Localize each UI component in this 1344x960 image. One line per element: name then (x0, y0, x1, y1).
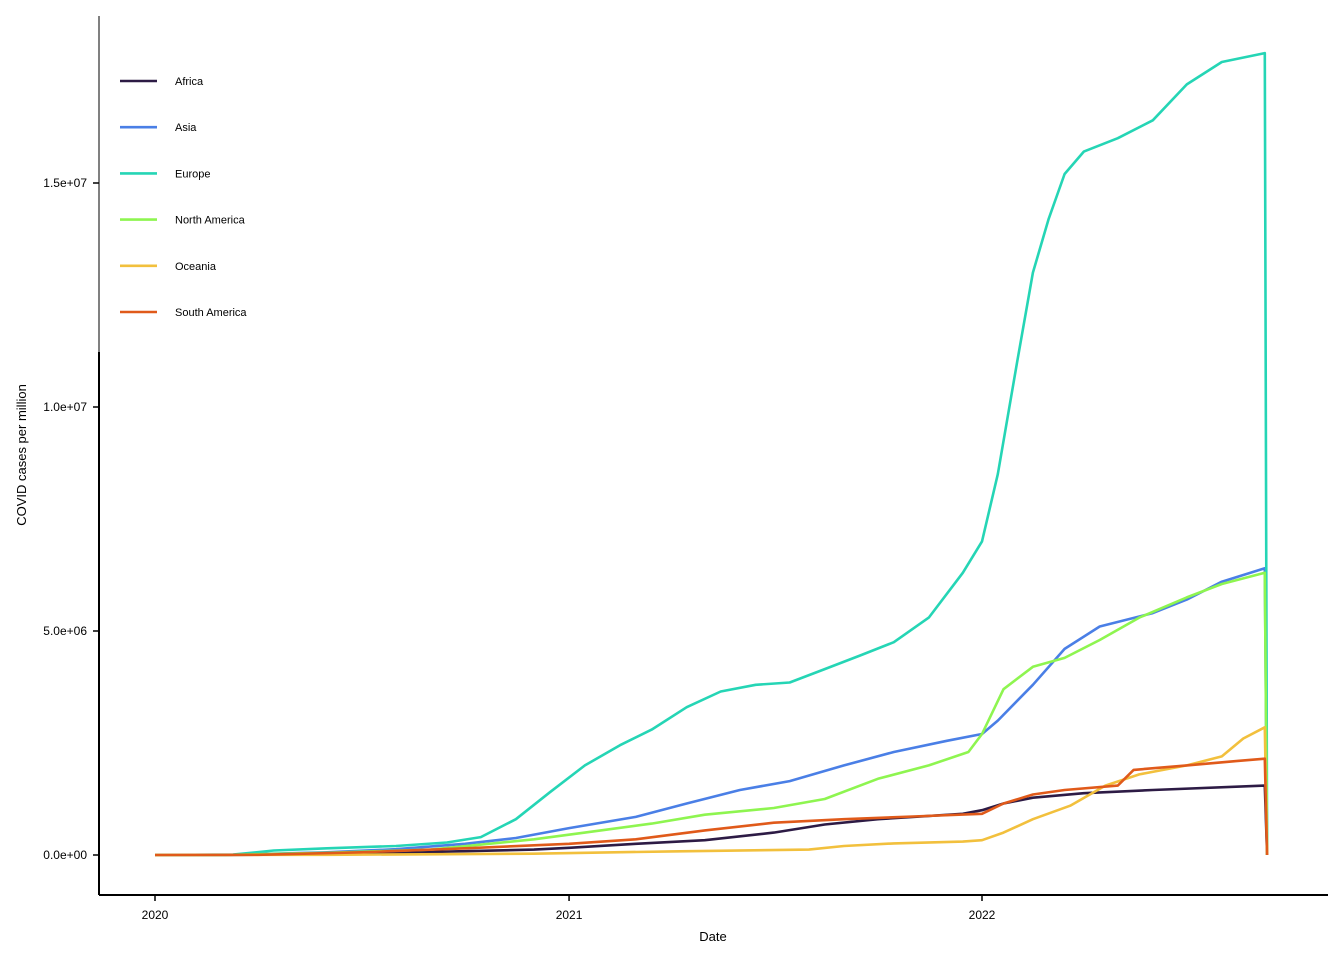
legend-label: South America (175, 307, 247, 319)
series-line-south-america (154, 757, 1269, 857)
y-tick-label: 5.0e+06 (43, 624, 87, 638)
x-tick-label: 2022 (969, 908, 996, 922)
x-tick-label: 2021 (556, 908, 583, 922)
legend-label: Europe (175, 168, 210, 180)
legend: Africa Asia Europe North America Oceania Sout… (120, 76, 247, 319)
x-axis-ticks: 2020 2021 2022 (142, 895, 996, 922)
y-tick-label: 1.0e+07 (43, 400, 87, 414)
legend-label: North America (175, 215, 246, 227)
series-line-oceania (154, 726, 1269, 857)
legend-background (100, 40, 290, 350)
y-axis-title: COVID cases per million (14, 384, 29, 526)
x-axis-title: Date (699, 929, 726, 944)
y-tick-label: 0.0e+00 (43, 848, 87, 862)
x-tick-label: 2020 (142, 908, 169, 922)
legend-label: Africa (175, 76, 204, 88)
series-line-asia (155, 567, 1269, 857)
series-line-north-america (155, 571, 1269, 857)
y-tick-label: 1.5e+07 (43, 176, 87, 190)
legend-label: Oceania (175, 261, 217, 273)
series-line-africa (155, 784, 1269, 857)
series-layer (154, 51, 1269, 857)
y-axis-ticks: 0.0e+00 5.0e+06 1.0e+07 1.5e+07 (43, 176, 99, 862)
legend-label: Asia (175, 122, 197, 134)
series-line-europe (154, 51, 1269, 857)
